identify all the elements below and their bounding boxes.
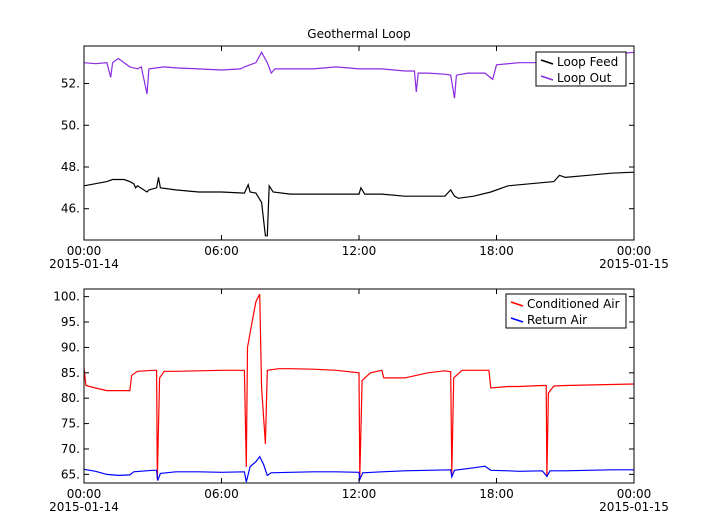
x-tick-date-label: 2015-01-15 [599, 257, 669, 271]
x-tick-label: 18:00 [479, 244, 514, 258]
x-tick-date-label: 2015-01-15 [599, 500, 669, 514]
legend-box [505, 293, 627, 329]
y-tick-label: 85. [61, 366, 80, 380]
y-tick-label: 70. [61, 442, 80, 456]
chart-title: Geothermal Loop [307, 27, 410, 41]
y-tick-label: 95. [61, 315, 80, 329]
legend-label: Loop Feed [557, 55, 618, 69]
legend-swatch [510, 301, 524, 307]
series-line-return-air [84, 455, 634, 483]
y-tick-label: 80. [61, 391, 80, 405]
y-tick-label: 50. [61, 118, 80, 132]
x-tick-label: 06:00 [204, 244, 239, 258]
x-tick-label: 12:00 [342, 244, 377, 258]
series-line-loop-out [84, 51, 634, 99]
y-tick-label: 48. [61, 160, 80, 174]
series-line-loop-feed [84, 171, 634, 237]
x-tick-label: 00:00 [617, 244, 652, 258]
legend-label: Loop Out [557, 71, 612, 85]
legend-swatch [510, 317, 524, 323]
chart-panel-1: Geothermal Loop46.48.50.52.00:002015-01-… [49, 27, 669, 271]
y-tick-label: 46. [61, 202, 80, 216]
legend: Loop Feed Loop Out [535, 51, 627, 87]
x-tick-date-label: 2015-01-14 [49, 257, 119, 271]
legend: Conditioned Air Return Air [505, 293, 627, 329]
x-tick-label: 00:00 [617, 487, 652, 501]
x-tick-label: 00:00 [67, 487, 102, 501]
y-tick-label: 100. [53, 290, 80, 304]
x-tick-label: 06:00 [204, 487, 239, 501]
chart-panel-2: 65.70.75.80.85.90.95.100.00:002015-01-14… [49, 288, 669, 514]
y-tick-label: 90. [61, 340, 80, 354]
x-tick-date-label: 2015-01-14 [49, 500, 119, 514]
y-tick-label: 65. [61, 467, 80, 481]
legend-swatch [540, 75, 554, 81]
x-tick-label: 00:00 [67, 244, 102, 258]
legend-label: Conditioned Air [527, 297, 620, 311]
legend-box [535, 51, 627, 87]
y-tick-label: 52. [61, 77, 80, 91]
x-tick-label: 12:00 [342, 487, 377, 501]
legend-label: Return Air [527, 313, 587, 327]
x-tick-label: 18:00 [479, 487, 514, 501]
y-tick-label: 75. [61, 417, 80, 431]
legend-swatch [540, 59, 554, 65]
